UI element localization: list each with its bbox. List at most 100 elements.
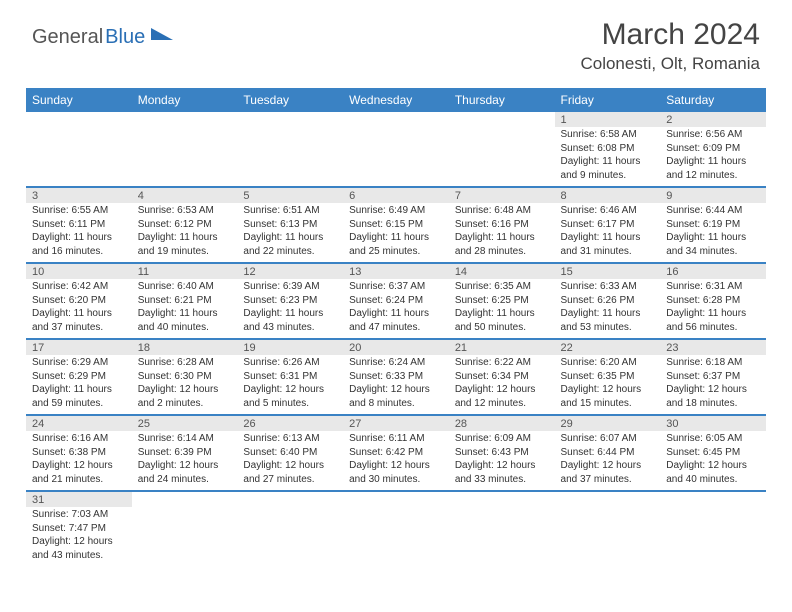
day-details: Sunrise: 6:39 AMSunset: 6:23 PMDaylight:… (237, 279, 343, 338)
calendar-table: SundayMondayTuesdayWednesdayThursdayFrid… (26, 88, 766, 566)
day-number: 17 (26, 340, 132, 355)
sunset-line: Sunset: 6:33 PM (349, 370, 443, 384)
sunset-line: Sunset: 6:42 PM (349, 446, 443, 460)
sunrise-line: Sunrise: 6:22 AM (455, 356, 549, 370)
day-details: Sunrise: 6:51 AMSunset: 6:13 PMDaylight:… (237, 203, 343, 262)
day-number: 30 (660, 416, 766, 431)
calendar-week-row: 17Sunrise: 6:29 AMSunset: 6:29 PMDayligh… (26, 339, 766, 415)
day-number: 25 (132, 416, 238, 431)
brand-logo: General Blue (32, 26, 173, 49)
daylight-line: Daylight: 11 hours and 37 minutes. (32, 307, 126, 334)
daylight-line: Daylight: 11 hours and 59 minutes. (32, 383, 126, 410)
daylight-line: Daylight: 12 hours and 8 minutes. (349, 383, 443, 410)
sunset-line: Sunset: 6:30 PM (138, 370, 232, 384)
sunrise-line: Sunrise: 6:29 AM (32, 356, 126, 370)
daylight-line: Daylight: 11 hours and 40 minutes. (138, 307, 232, 334)
weekday-header: Tuesday (237, 88, 343, 112)
daylight-line: Daylight: 11 hours and 43 minutes. (243, 307, 337, 334)
day-number: 11 (132, 264, 238, 279)
calendar-day-cell: 6Sunrise: 6:49 AMSunset: 6:15 PMDaylight… (343, 187, 449, 263)
calendar-empty-cell (132, 112, 238, 187)
daylight-line: Daylight: 12 hours and 37 minutes. (561, 459, 655, 486)
sunset-line: Sunset: 6:15 PM (349, 218, 443, 232)
daylight-line: Daylight: 12 hours and 24 minutes. (138, 459, 232, 486)
calendar-day-cell: 25Sunrise: 6:14 AMSunset: 6:39 PMDayligh… (132, 415, 238, 491)
day-number: 27 (343, 416, 449, 431)
calendar-day-cell: 15Sunrise: 6:33 AMSunset: 6:26 PMDayligh… (555, 263, 661, 339)
calendar-week-row: 31Sunrise: 7:03 AMSunset: 7:47 PMDayligh… (26, 491, 766, 566)
sunrise-line: Sunrise: 6:37 AM (349, 280, 443, 294)
daylight-line: Daylight: 11 hours and 16 minutes. (32, 231, 126, 258)
day-number: 31 (26, 492, 132, 507)
sunset-line: Sunset: 6:24 PM (349, 294, 443, 308)
sunrise-line: Sunrise: 6:53 AM (138, 204, 232, 218)
calendar-day-cell: 11Sunrise: 6:40 AMSunset: 6:21 PMDayligh… (132, 263, 238, 339)
daylight-line: Daylight: 12 hours and 40 minutes. (666, 459, 760, 486)
sunset-line: Sunset: 6:25 PM (455, 294, 549, 308)
day-details: Sunrise: 6:18 AMSunset: 6:37 PMDaylight:… (660, 355, 766, 414)
day-number: 2 (660, 112, 766, 127)
calendar-day-cell: 14Sunrise: 6:35 AMSunset: 6:25 PMDayligh… (449, 263, 555, 339)
daylight-line: Daylight: 12 hours and 33 minutes. (455, 459, 549, 486)
day-number: 16 (660, 264, 766, 279)
calendar-day-cell: 27Sunrise: 6:11 AMSunset: 6:42 PMDayligh… (343, 415, 449, 491)
daylight-line: Daylight: 12 hours and 15 minutes. (561, 383, 655, 410)
day-number: 29 (555, 416, 661, 431)
weekday-header-row: SundayMondayTuesdayWednesdayThursdayFrid… (26, 88, 766, 112)
day-details: Sunrise: 6:14 AMSunset: 6:39 PMDaylight:… (132, 431, 238, 490)
calendar-day-cell: 16Sunrise: 6:31 AMSunset: 6:28 PMDayligh… (660, 263, 766, 339)
sunrise-line: Sunrise: 6:51 AM (243, 204, 337, 218)
day-details: Sunrise: 6:07 AMSunset: 6:44 PMDaylight:… (555, 431, 661, 490)
sunset-line: Sunset: 6:17 PM (561, 218, 655, 232)
calendar-day-cell: 5Sunrise: 6:51 AMSunset: 6:13 PMDaylight… (237, 187, 343, 263)
sunset-line: Sunset: 6:43 PM (455, 446, 549, 460)
day-number: 8 (555, 188, 661, 203)
day-number: 13 (343, 264, 449, 279)
calendar-day-cell: 19Sunrise: 6:26 AMSunset: 6:31 PMDayligh… (237, 339, 343, 415)
daylight-line: Daylight: 12 hours and 21 minutes. (32, 459, 126, 486)
calendar-week-row: 24Sunrise: 6:16 AMSunset: 6:38 PMDayligh… (26, 415, 766, 491)
brand-part1: General (32, 26, 103, 49)
sunrise-line: Sunrise: 6:31 AM (666, 280, 760, 294)
calendar-day-cell: 22Sunrise: 6:20 AMSunset: 6:35 PMDayligh… (555, 339, 661, 415)
day-details: Sunrise: 6:44 AMSunset: 6:19 PMDaylight:… (660, 203, 766, 262)
daylight-line: Daylight: 11 hours and 31 minutes. (561, 231, 655, 258)
sunrise-line: Sunrise: 6:16 AM (32, 432, 126, 446)
calendar-day-cell: 24Sunrise: 6:16 AMSunset: 6:38 PMDayligh… (26, 415, 132, 491)
sunrise-line: Sunrise: 6:39 AM (243, 280, 337, 294)
calendar-day-cell: 9Sunrise: 6:44 AMSunset: 6:19 PMDaylight… (660, 187, 766, 263)
sunset-line: Sunset: 6:13 PM (243, 218, 337, 232)
daylight-line: Daylight: 11 hours and 28 minutes. (455, 231, 549, 258)
calendar-day-cell: 21Sunrise: 6:22 AMSunset: 6:34 PMDayligh… (449, 339, 555, 415)
day-details: Sunrise: 6:58 AMSunset: 6:08 PMDaylight:… (555, 127, 661, 186)
day-details: Sunrise: 7:03 AMSunset: 7:47 PMDaylight:… (26, 507, 132, 566)
sunrise-line: Sunrise: 6:49 AM (349, 204, 443, 218)
sunrise-line: Sunrise: 6:14 AM (138, 432, 232, 446)
daylight-line: Daylight: 11 hours and 19 minutes. (138, 231, 232, 258)
brand-part2: Blue (105, 26, 145, 49)
sunrise-line: Sunrise: 6:35 AM (455, 280, 549, 294)
sunset-line: Sunset: 6:16 PM (455, 218, 549, 232)
sunrise-line: Sunrise: 6:11 AM (349, 432, 443, 446)
day-details: Sunrise: 6:26 AMSunset: 6:31 PMDaylight:… (237, 355, 343, 414)
day-number: 7 (449, 188, 555, 203)
day-number: 21 (449, 340, 555, 355)
calendar-empty-cell (449, 112, 555, 187)
daylight-line: Daylight: 12 hours and 5 minutes. (243, 383, 337, 410)
sunrise-line: Sunrise: 6:09 AM (455, 432, 549, 446)
calendar-day-cell: 8Sunrise: 6:46 AMSunset: 6:17 PMDaylight… (555, 187, 661, 263)
sunrise-line: Sunrise: 6:44 AM (666, 204, 760, 218)
brand-triangle-icon (151, 26, 173, 45)
calendar-day-cell: 12Sunrise: 6:39 AMSunset: 6:23 PMDayligh… (237, 263, 343, 339)
sunrise-line: Sunrise: 6:55 AM (32, 204, 126, 218)
sunrise-line: Sunrise: 6:20 AM (561, 356, 655, 370)
calendar-empty-cell (449, 491, 555, 566)
calendar-day-cell: 2Sunrise: 6:56 AMSunset: 6:09 PMDaylight… (660, 112, 766, 187)
sunset-line: Sunset: 6:21 PM (138, 294, 232, 308)
sunset-line: Sunset: 6:11 PM (32, 218, 126, 232)
calendar-day-cell: 29Sunrise: 6:07 AMSunset: 6:44 PMDayligh… (555, 415, 661, 491)
day-details: Sunrise: 6:09 AMSunset: 6:43 PMDaylight:… (449, 431, 555, 490)
day-details: Sunrise: 6:53 AMSunset: 6:12 PMDaylight:… (132, 203, 238, 262)
calendar-day-cell: 17Sunrise: 6:29 AMSunset: 6:29 PMDayligh… (26, 339, 132, 415)
day-details: Sunrise: 6:40 AMSunset: 6:21 PMDaylight:… (132, 279, 238, 338)
